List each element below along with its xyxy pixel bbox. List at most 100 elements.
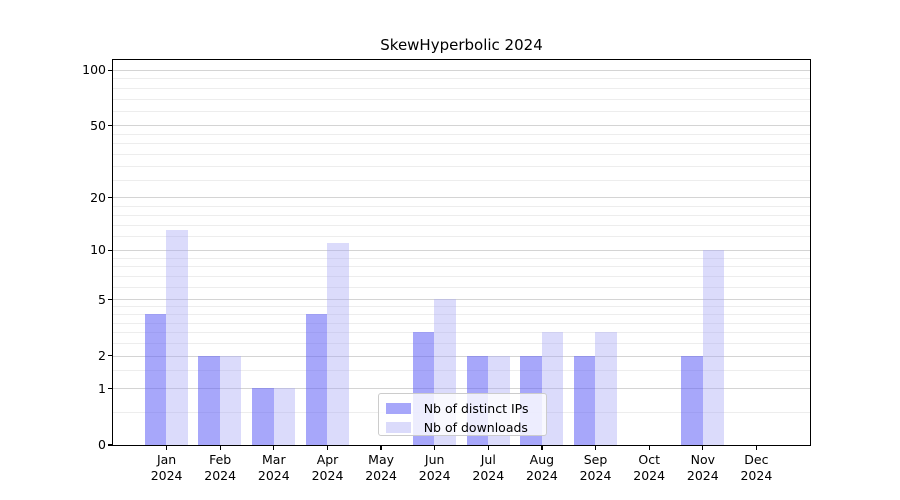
bar-distinct-ips-jan <box>144 314 167 445</box>
x-tick-year: 2024 <box>472 467 505 483</box>
gridline-minor-14 <box>112 224 810 226</box>
x-tick-mark-oct <box>648 446 650 450</box>
gridline-minor-16 <box>112 214 810 216</box>
y-tick-mark-2 <box>108 355 112 357</box>
bar-downloads-nov <box>702 250 724 445</box>
gridline-minor-8 <box>112 266 810 268</box>
x-tick-month: Oct <box>638 452 660 467</box>
x-tick-year: 2024 <box>365 467 397 483</box>
y-tick-label-10: 10 <box>90 242 106 258</box>
gridline-minor-2.5 <box>112 343 810 344</box>
x-tick-label-aug: Aug 2024 <box>502 452 582 483</box>
gridline-major-100 <box>112 69 810 71</box>
x-tick-year: 2024 <box>311 467 344 483</box>
bar-distinct-ips-mar <box>252 388 274 445</box>
bar-downloads-feb <box>219 355 242 445</box>
x-tick-mark-apr <box>326 446 329 450</box>
x-tick-mark-aug <box>541 446 543 450</box>
gridline-minor-90 <box>112 78 810 80</box>
x-tick-month: Mar <box>262 452 286 467</box>
y-tick-label-100: 100 <box>82 62 106 78</box>
legend-item-downloads: Nb of downloads <box>385 418 546 437</box>
x-tick-year: 2024 <box>257 467 290 483</box>
x-tick-mark-dec <box>755 446 757 450</box>
gridline-major-10 <box>112 250 810 251</box>
x-tick-year: 2024 <box>150 467 183 483</box>
bar-distinct-ips-sep <box>573 355 596 445</box>
x-tick-year: 2024 <box>204 467 237 483</box>
x-tick-month: Feb <box>209 452 232 467</box>
legend: Nb of distinct IPs Nb of downloads <box>377 392 547 437</box>
bar-distinct-ips-nov <box>681 355 703 445</box>
x-tick-mark-may <box>380 446 382 450</box>
x-tick-label-jun: Jun 2024 <box>395 452 475 483</box>
x-tick-year: 2024 <box>633 467 666 483</box>
gridline-minor-1.5 <box>112 370 810 372</box>
gridline-major-1 <box>112 388 810 390</box>
bar-downloads-sep <box>595 332 617 445</box>
x-tick-month: Jun <box>424 452 445 467</box>
gridline-minor-4.5 <box>112 306 810 308</box>
gridline-minor-30 <box>112 165 810 167</box>
gridline-minor-3.5 <box>112 322 810 324</box>
gridline-minor-9 <box>112 257 810 259</box>
x-tick-label-sep: Sep 2024 <box>556 452 636 483</box>
y-tick-mark-0 <box>108 444 112 446</box>
bar-distinct-ips-apr <box>305 314 328 445</box>
x-tick-month: Jul <box>480 452 496 467</box>
x-tick-label-oct: Oct 2024 <box>609 452 689 483</box>
bar-downloads-jan <box>166 230 188 445</box>
gridline-minor-60 <box>112 110 810 112</box>
y-tick-label-5: 5 <box>98 291 106 307</box>
x-tick-month: Apr <box>316 452 339 467</box>
y-tick-label-20: 20 <box>90 189 106 205</box>
gridline-minor-12 <box>112 236 810 238</box>
bar-distinct-ips-feb <box>198 355 220 445</box>
x-tick-mark-nov <box>702 446 704 450</box>
x-tick-label-nov: Nov 2024 <box>663 452 743 483</box>
y-tick-label-0: 0 <box>98 437 106 452</box>
bar-downloads-mar <box>273 388 295 445</box>
chart-title: SkewHyperbolic 2024 <box>380 36 543 54</box>
y-tick-mark-10 <box>108 249 112 251</box>
gridline-minor-6 <box>112 286 810 288</box>
gridline-major-50 <box>112 125 810 127</box>
x-tick-month: Jan <box>156 452 177 467</box>
x-tick-mark-jan <box>166 446 168 450</box>
y-tick-label-1: 1 <box>98 380 106 396</box>
x-tick-month: Sep <box>583 452 608 467</box>
y-tick-mark-50 <box>108 125 112 127</box>
gridline-minor-45 <box>112 133 810 135</box>
gridline-major-2 <box>112 355 810 357</box>
gridline-major-5 <box>112 299 810 301</box>
y-tick-mark-100 <box>108 69 112 71</box>
x-tick-mark-jun <box>434 446 436 450</box>
legend-label-downloads: Nb of downloads <box>423 419 528 435</box>
gridline-minor-80 <box>112 87 810 89</box>
y-tick-mark-1 <box>108 388 112 390</box>
x-tick-label-jan: Jan 2024 <box>127 452 207 483</box>
x-tick-mark-mar <box>273 446 275 450</box>
x-tick-year: 2024 <box>418 467 451 483</box>
x-tick-label-jul: Jul 2024 <box>448 452 528 483</box>
x-tick-year: 2024 <box>525 467 558 483</box>
x-tick-label-dec: Dec 2024 <box>716 452 796 483</box>
legend-swatch-distinct-ips <box>385 402 411 414</box>
gridline-minor-18 <box>112 205 810 207</box>
legend-swatch-downloads <box>385 421 411 433</box>
gridline-minor-25 <box>112 180 810 182</box>
x-tick-label-may: May 2024 <box>341 452 421 483</box>
gridline-minor-3 <box>112 332 810 334</box>
x-tick-month: Dec <box>744 452 769 467</box>
y-tick-mark-20 <box>108 197 112 199</box>
x-tick-month: Aug <box>529 452 555 467</box>
x-tick-label-mar: Mar 2024 <box>234 452 314 483</box>
x-tick-year: 2024 <box>686 467 719 483</box>
x-tick-month: Nov <box>690 452 715 467</box>
x-tick-mark-sep <box>594 446 597 450</box>
x-tick-year: 2024 <box>579 467 612 483</box>
gridline-minor-4 <box>112 314 810 315</box>
gridline-minor-7 <box>112 275 810 277</box>
x-tick-label-apr: Apr 2024 <box>288 452 368 483</box>
